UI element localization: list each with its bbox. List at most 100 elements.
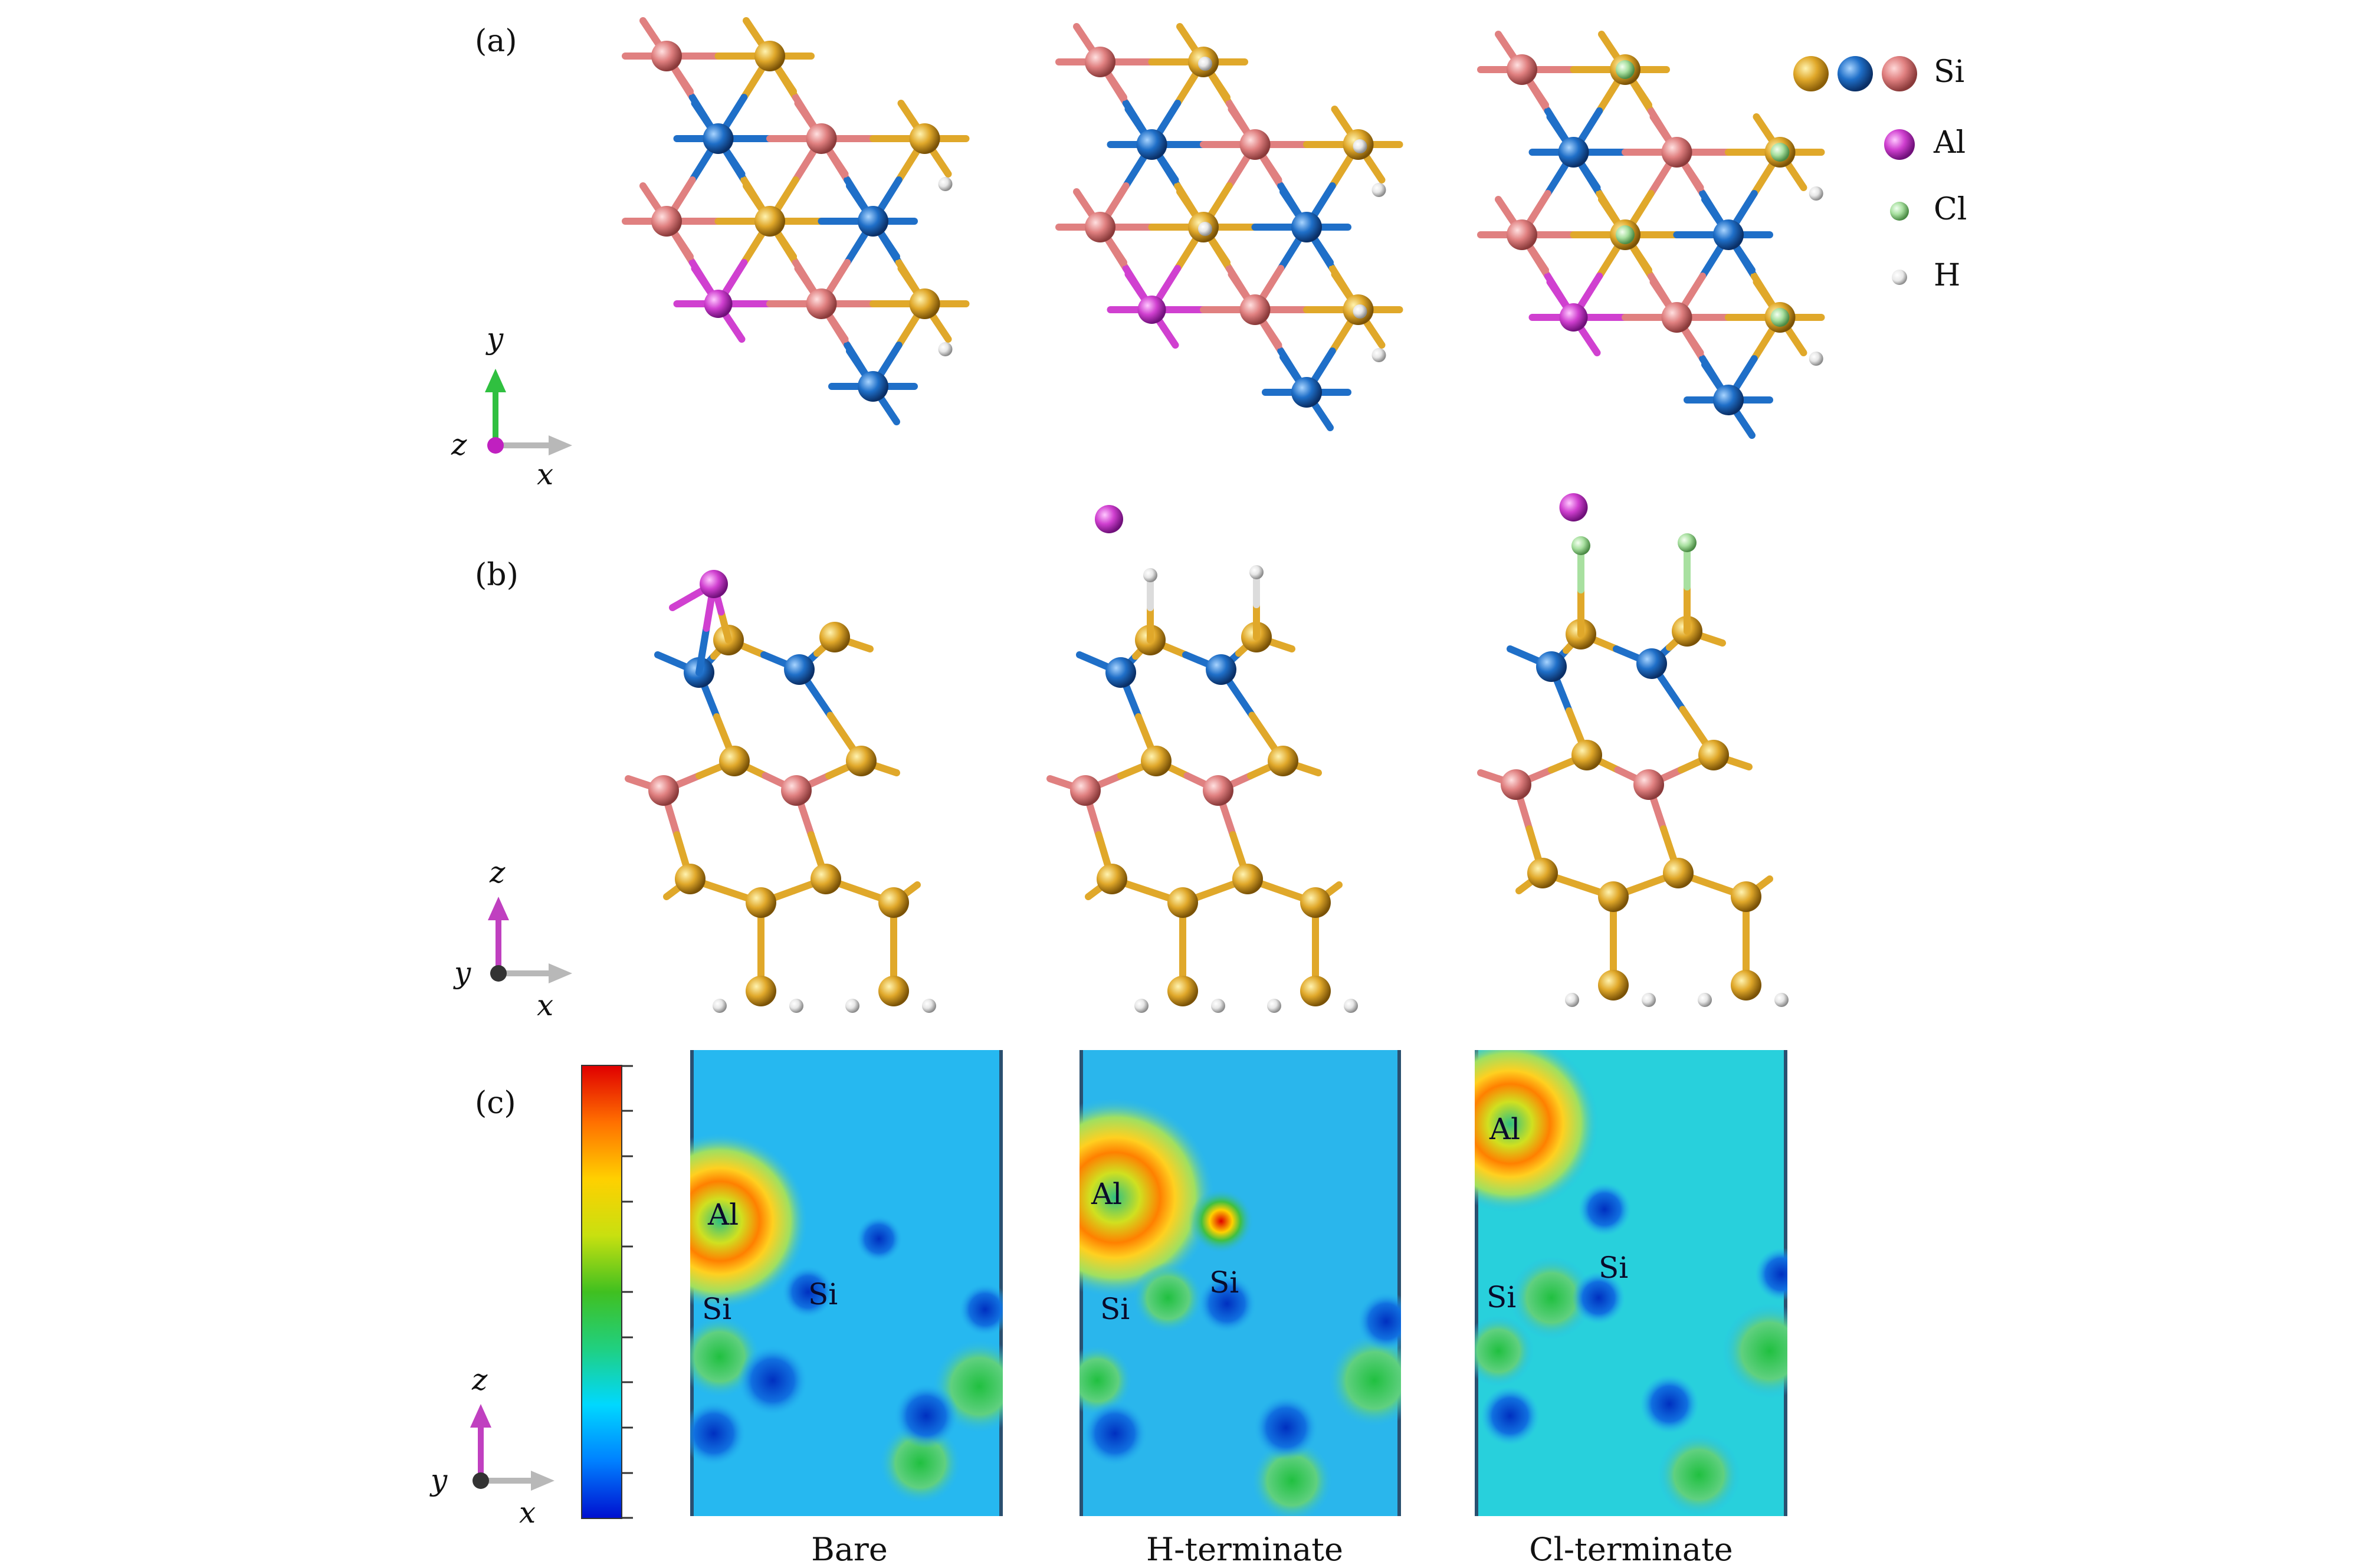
- bond: [1788, 166, 1807, 191]
- bond: [654, 651, 682, 667]
- axis-a-right: x: [537, 457, 554, 491]
- atom-pink: [1507, 54, 1537, 85]
- atom-al: [704, 290, 733, 318]
- hydrogen-atom: [845, 999, 859, 1013]
- atom-pink: [1203, 775, 1233, 806]
- map-label-si: Si: [1599, 1251, 1629, 1285]
- bond: [1530, 84, 1549, 109]
- bond: [726, 318, 746, 343]
- atom-pink: [1239, 294, 1271, 325]
- atom-blue: [858, 371, 888, 402]
- bond: [726, 153, 746, 178]
- atom-blue: [1291, 212, 1322, 242]
- legend-si: Si: [1934, 54, 1965, 90]
- h-icon: [1892, 270, 1907, 285]
- bond: [1176, 23, 1195, 48]
- bond: [1753, 113, 1772, 138]
- atom-gold: [1167, 887, 1198, 918]
- bond: [1598, 196, 1617, 221]
- bond: [1212, 76, 1231, 101]
- bond: [778, 70, 797, 95]
- bond: [1297, 763, 1322, 776]
- bond: [1581, 166, 1601, 191]
- al-icon: [1884, 129, 1915, 160]
- density-blob: [1189, 1189, 1254, 1254]
- atom-pink: [651, 41, 682, 71]
- atom-gold: [1731, 970, 1761, 1000]
- bond: [897, 265, 917, 290]
- density-blob: [1578, 1183, 1631, 1236]
- density-blob: [782, 1265, 835, 1318]
- atom-gold: [1731, 881, 1761, 912]
- hydrogen-atom: [1353, 139, 1367, 153]
- axis-a-up: y: [487, 322, 504, 356]
- hydrogen-atom: [1371, 348, 1386, 362]
- bond: [1546, 278, 1566, 303]
- density-map-bare: Al Si Si: [690, 1050, 1003, 1516]
- legend-swatches: [1793, 56, 1917, 285]
- density-blob: [1510, 1257, 1593, 1339]
- hydrogen-atom: [1211, 999, 1225, 1013]
- bond: [1701, 361, 1720, 386]
- bond: [1737, 249, 1756, 274]
- hydrogen-atom: [1371, 183, 1386, 197]
- aluminum-atom: [1559, 493, 1588, 521]
- hydrogen-atom: [1642, 993, 1656, 1007]
- bond: [639, 182, 658, 207]
- bond: [1331, 106, 1350, 130]
- bond: [1124, 106, 1144, 130]
- bond: [829, 153, 849, 178]
- atom-pink: [1661, 137, 1692, 168]
- bond: [639, 17, 658, 42]
- cl-icon: [1890, 202, 1909, 221]
- axis-c-up: z: [472, 1363, 488, 1397]
- density-blob: [894, 1383, 959, 1448]
- atom-gold: [1300, 976, 1331, 1006]
- density-blob: [690, 1401, 746, 1466]
- hydrogen-atom: [1698, 993, 1712, 1007]
- bond: [663, 884, 682, 900]
- atom-blue: [1558, 137, 1589, 168]
- density-blob: [737, 1345, 808, 1416]
- bond: [1546, 113, 1566, 138]
- bond: [1788, 332, 1807, 356]
- density-blob: [1079, 1097, 1215, 1298]
- bond: [1685, 332, 1704, 356]
- legend: Si Al Cl H: [1787, 47, 2023, 301]
- hydrogen-atom: [1809, 186, 1823, 201]
- hydrogen-atom: [1774, 993, 1789, 1007]
- bond: [1701, 634, 1726, 647]
- density-blob: [1755, 1248, 1787, 1301]
- atom-blue: [1536, 651, 1567, 682]
- bond: [625, 775, 649, 788]
- legend-cl: Cl: [1934, 192, 1967, 227]
- atom-pink: [806, 123, 837, 154]
- atom-gold: [1097, 864, 1127, 894]
- bond: [1754, 875, 1773, 891]
- bond: [1737, 414, 1756, 439]
- bond: [794, 265, 813, 290]
- bond: [1076, 651, 1104, 667]
- atom-gold: [819, 622, 850, 652]
- density-blob: [1658, 1433, 1740, 1516]
- hydrogen-atom: [789, 999, 803, 1013]
- hydrogen-atom: [1353, 304, 1367, 319]
- bond: [1108, 241, 1127, 266]
- bond: [1324, 881, 1343, 897]
- hydrogen-atom: [938, 342, 953, 356]
- atom-gold: [846, 746, 877, 776]
- colorbar-gradient: [581, 1065, 622, 1519]
- bond: [1581, 332, 1601, 356]
- bond: [1495, 196, 1514, 221]
- si-gold-icon: [1793, 56, 1829, 91]
- caption-h-terminate: H-terminate: [1146, 1531, 1343, 1568]
- bond: [1160, 159, 1179, 183]
- hydrogen-atom: [1198, 222, 1212, 236]
- density-map-h-terminate: Al Si Si: [1079, 1050, 1401, 1516]
- bond: [778, 235, 797, 260]
- aluminum-atom: [700, 570, 728, 598]
- bond: [1160, 324, 1179, 349]
- bond: [717, 608, 732, 644]
- hydrogen-atom: [1267, 999, 1281, 1013]
- bond: [1633, 84, 1652, 109]
